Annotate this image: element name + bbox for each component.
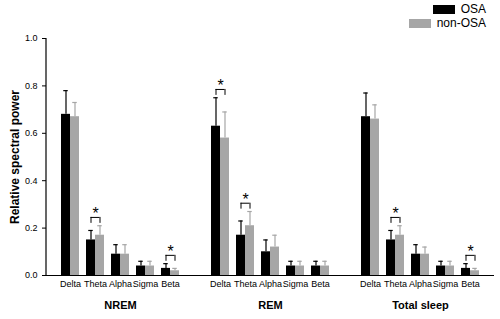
svg-text:Beta: Beta bbox=[311, 279, 330, 289]
svg-text:Theta: Theta bbox=[384, 279, 407, 289]
html-text:non-OSA: non-OSA bbox=[436, 16, 486, 30]
svg-text:Beta: Beta bbox=[461, 279, 480, 289]
svg-text:Sigma: Sigma bbox=[433, 279, 459, 289]
svg-text:Alpha: Alpha bbox=[109, 279, 132, 289]
svg-text:Alpha: Alpha bbox=[409, 279, 432, 289]
svg-text:*: * bbox=[217, 77, 223, 94]
svg-text:Theta: Theta bbox=[84, 279, 107, 289]
svg-text:*: * bbox=[392, 205, 398, 222]
svg-text:*: * bbox=[167, 243, 173, 260]
svg-text:*: * bbox=[242, 191, 248, 208]
svg-text:Total sleep: Total sleep bbox=[392, 299, 449, 311]
svg-text:Sigma: Sigma bbox=[283, 279, 309, 289]
svg-text:Sigma: Sigma bbox=[133, 279, 159, 289]
svg-text:REM: REM bbox=[258, 299, 282, 311]
svg-text:Alpha: Alpha bbox=[259, 279, 282, 289]
svg-text:Delta: Delta bbox=[210, 279, 231, 289]
svg-text:Delta: Delta bbox=[360, 279, 381, 289]
html-text:OSA: OSA bbox=[460, 2, 486, 16]
svg-text:0.8: 0.8 bbox=[25, 81, 38, 91]
svg-text:*: * bbox=[92, 205, 98, 222]
svg-text:1.0: 1.0 bbox=[25, 33, 38, 43]
svg-text:Relative spectral power: Relative spectral power bbox=[8, 90, 22, 224]
svg-text:NREM: NREM bbox=[104, 299, 136, 311]
svg-text:Theta: Theta bbox=[234, 279, 257, 289]
svg-text:Delta: Delta bbox=[60, 279, 81, 289]
svg-text:0.6: 0.6 bbox=[25, 128, 38, 138]
svg-text:0.0: 0.0 bbox=[25, 270, 38, 280]
svg-text:0.4: 0.4 bbox=[25, 176, 38, 186]
svg-text:0.2: 0.2 bbox=[25, 223, 38, 233]
svg-text:*: * bbox=[467, 243, 473, 260]
svg-text:Beta: Beta bbox=[161, 279, 180, 289]
